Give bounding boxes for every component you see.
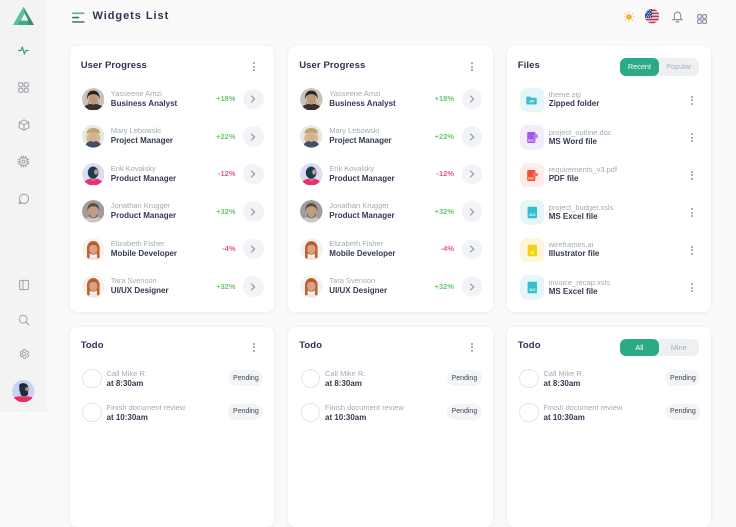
svg-text:ZIP: ZIP	[529, 99, 535, 103]
svg-text:DOC: DOC	[528, 139, 535, 143]
svg-text:PDF: PDF	[528, 176, 534, 180]
svg-text:AI: AI	[530, 251, 533, 255]
svg-text:XLS: XLS	[529, 213, 535, 217]
svg-text:XLS: XLS	[529, 288, 535, 292]
